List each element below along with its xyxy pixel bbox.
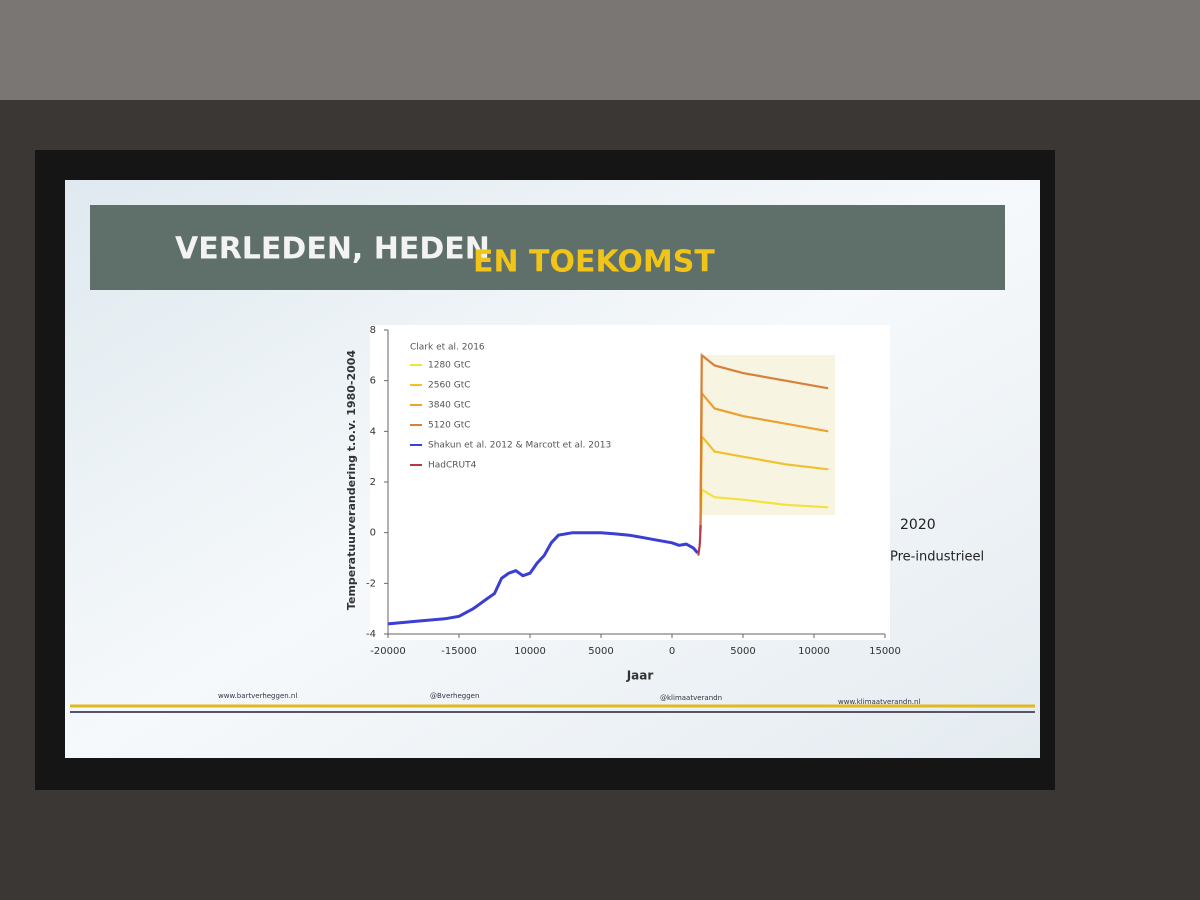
footer-text: www.klimaatverandn.nl [838,698,920,706]
y-tick-label: 2 [370,477,376,488]
y-axis-label: Temperatuurverandering t.o.v. 1980-2004 [345,350,358,610]
legend-title: Clark et al. 2016 [410,343,485,353]
x-tick-label: 10000 [514,646,546,657]
legend-label: 5120 GtC [428,421,471,431]
legend-label: 2560 GtC [428,381,471,391]
series-line [697,525,702,556]
series-line [699,353,829,533]
legend-label: 3840 GtC [428,401,471,411]
uncertainty-band [700,355,835,515]
ceiling [0,0,1200,100]
y-tick-label: 4 [370,426,376,437]
y-tick-label: 0 [370,528,376,539]
y-tick-label: -4 [366,629,376,640]
x-tick-label: 5000 [730,646,755,657]
legend-label: HadCRUT4 [428,461,477,471]
series-line [387,531,699,626]
header-band [90,205,1005,290]
footer-text: www.bartverheggen.nl [218,692,297,700]
annotation: 2020 [900,517,936,533]
y-tick-label: -2 [366,578,376,589]
y-tick-label: 8 [370,325,376,336]
x-tick-label: -20000 [370,646,405,657]
annotation: Pre-industrieel [890,550,984,565]
footer-text: @Bverheggen [430,692,479,700]
y-tick-label: 6 [370,376,376,387]
x-tick-label: 0 [669,646,675,657]
x-axis-label: Jaar [626,669,654,683]
slide-title-highlight: EN TOEKOMST [473,245,715,280]
legend-label: 1280 GtC [428,361,471,371]
x-tick-label: 5000 [588,646,613,657]
x-tick-label: 10000 [798,646,830,657]
slide-title: VERLEDEN, HEDEN [175,232,490,267]
footer-text: @klimaatverandn [660,694,722,702]
x-tick-label: -15000 [441,646,476,657]
legend-label: Shakun et al. 2012 & Marcott et al. 2013 [428,441,611,451]
x-tick-label: 15000 [869,646,901,657]
